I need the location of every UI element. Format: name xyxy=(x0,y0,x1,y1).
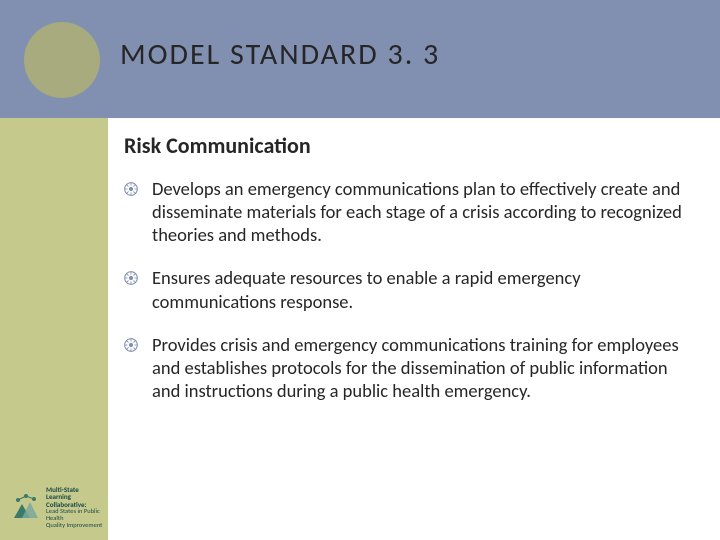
bullet-radial-icon xyxy=(124,182,138,196)
content-area: Risk Communication Develops an emergency… xyxy=(124,132,690,422)
logo-text: Multi-State Learning Collaborative: Lead… xyxy=(46,486,103,528)
logo-line2: Lead States in Public Health xyxy=(46,508,103,522)
decorative-circle xyxy=(24,22,100,98)
left-sidebar-band xyxy=(0,118,108,540)
subheading: Risk Communication xyxy=(124,132,690,159)
list-item: Provides crisis and emergency communicat… xyxy=(124,333,690,402)
bullet-radial-icon xyxy=(124,271,138,285)
bullet-text: Ensures adequate resources to enable a r… xyxy=(152,266,690,312)
logo-line3: Quality Improvement xyxy=(46,522,103,529)
list-item: Ensures adequate resources to enable a r… xyxy=(124,266,690,312)
bullet-list: Develops an emergency communications pla… xyxy=(124,177,690,402)
footer-logo: Multi-State Learning Collaborative: Lead… xyxy=(8,484,103,530)
bullet-text: Provides crisis and emergency communicat… xyxy=(152,333,690,402)
slide-title: MODEL STANDARD 3. 3 xyxy=(120,36,440,73)
bullet-text: Develops an emergency communications pla… xyxy=(152,177,690,246)
bullet-radial-icon xyxy=(124,338,138,352)
list-item: Develops an emergency communications pla… xyxy=(124,177,690,246)
logo-line1: Multi-State Learning Collaborative: xyxy=(46,486,103,508)
